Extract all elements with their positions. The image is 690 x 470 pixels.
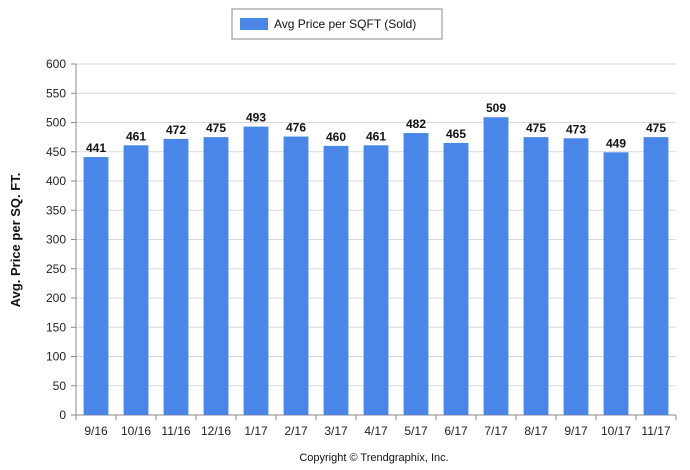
y-tick-label: 500 [46,116,66,130]
x-tick-label: 9/16 [84,424,108,438]
y-tick-label: 0 [59,408,66,422]
x-tick-label: 4/17 [364,424,388,438]
x-tick-label: 10/16 [121,424,151,438]
x-tick-label: 9/17 [564,424,588,438]
legend-label: Avg Price per SQFT (Sold) [274,17,416,31]
x-tick-label: 8/17 [524,424,548,438]
data-label: 441 [86,141,106,155]
data-label: 460 [326,130,346,144]
y-axis-title: Avg. Price per SQ. FT. [8,173,23,308]
bar [323,145,349,415]
y-axis: 0 50 100 150 200 250 300 350 400 450 500 550 600 [46,57,77,422]
data-label: 475 [526,121,546,135]
y-tick-label: 300 [46,233,66,247]
data-label: 473 [566,122,586,136]
x-tick-label: 11/16 [161,424,190,438]
x-axis: 9/16 10/16 11/16 12/16 1/17 2/17 3/17 4/17 5/17 6… [75,415,677,438]
y-tick-label: 450 [46,145,66,159]
x-tick-label: 2/17 [284,424,308,438]
x-tick-label: 5/17 [404,424,428,438]
bar [483,117,509,416]
data-label: 475 [206,121,226,135]
data-labels: 441 461 472 475 493 476 460 461 482 465 509 475 473 4… [86,101,666,155]
legend: Avg Price per SQFT (Sold) [231,8,443,40]
data-label: 475 [646,121,666,135]
bar [243,126,269,415]
x-tick-label: 1/17 [244,424,268,438]
bar [163,138,189,415]
y-tick-label: 600 [46,57,66,71]
data-label: 465 [446,127,466,141]
bar [523,137,549,415]
copyright-text: Copyright © Trendgraphix, Inc. [299,452,448,464]
x-tick-label: 3/17 [324,424,348,438]
data-label: 449 [606,136,626,150]
bar [123,145,149,415]
data-label: 476 [286,121,306,135]
bar [443,142,469,415]
data-label: 493 [246,111,266,125]
bar [83,157,109,415]
x-tick-label: 6/17 [444,424,468,438]
y-tick-label: 250 [46,262,66,276]
y-tick-label: 550 [46,86,66,100]
data-label: 472 [166,123,186,137]
data-label: 461 [126,129,146,143]
x-tick-label: 11/17 [641,424,670,438]
y-tick-label: 200 [46,291,66,305]
x-tick-label: 10/17 [601,424,631,438]
y-tick-label: 150 [46,320,66,334]
legend-swatch [240,18,268,30]
y-tick-label: 350 [46,203,66,217]
y-tick-label: 100 [46,350,66,364]
data-label: 461 [366,129,386,143]
data-label: 509 [486,101,506,115]
data-label: 482 [406,117,426,131]
bar [603,152,629,415]
x-tick-label: 12/16 [201,424,231,438]
bars [83,117,669,416]
bar [283,136,309,416]
x-tick-label: 7/17 [484,424,508,438]
y-tick-label: 400 [46,174,66,188]
bar [203,137,229,415]
y-tick-label: 50 [53,379,67,393]
bar [363,145,389,415]
bar [563,138,589,416]
bar [403,133,429,415]
bar [643,137,669,415]
